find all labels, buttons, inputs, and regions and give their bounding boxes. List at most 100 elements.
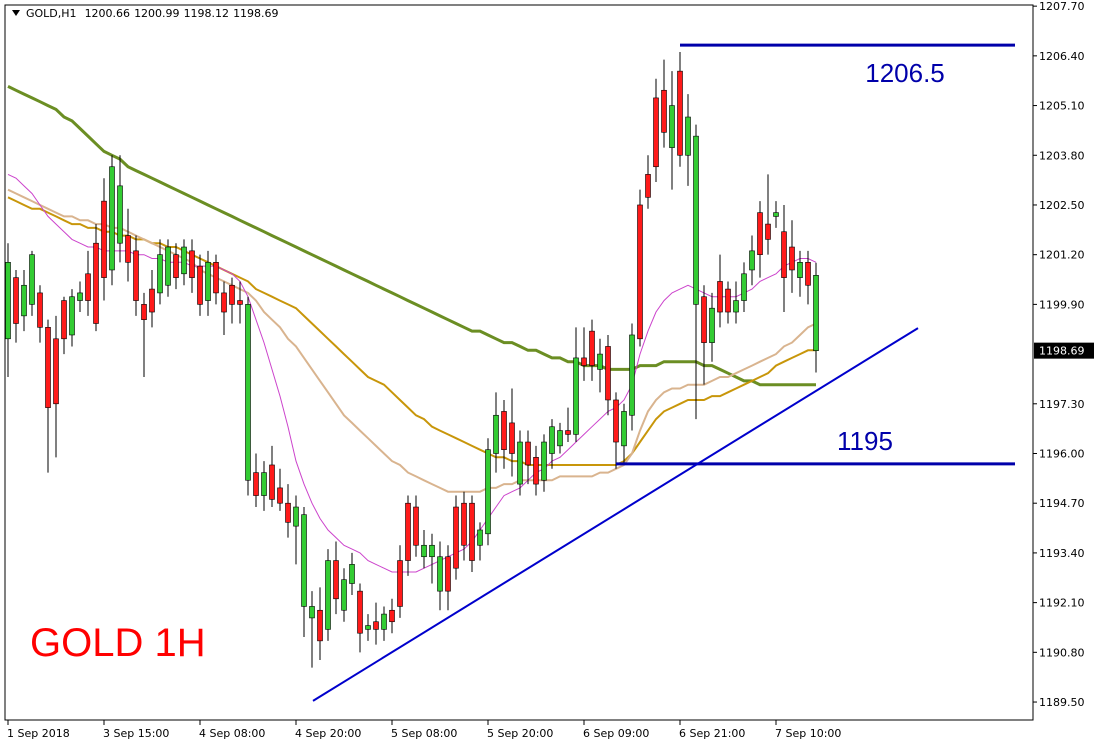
x-tick-label: 6 Sep 09:00 <box>583 727 649 740</box>
plot-frame <box>4 4 1034 721</box>
candle-body <box>621 411 627 447</box>
x-tick-label: 4 Sep 20:00 <box>295 727 361 740</box>
y-tick-label: 1193.40 <box>1039 547 1085 560</box>
candle-body <box>549 426 555 454</box>
header-high: 1200.99 <box>134 7 180 20</box>
candle-body <box>365 625 371 630</box>
candle-body <box>477 529 483 546</box>
x-tick-label: 3 Sep 15:00 <box>103 727 169 740</box>
candle-body <box>357 590 363 634</box>
candle-body <box>45 327 51 408</box>
x-tick-label: 1 Sep 2018 <box>7 727 70 740</box>
candle-body <box>29 254 35 305</box>
header-open: 1200.66 <box>85 7 131 20</box>
candle-body <box>221 292 227 313</box>
candle-body <box>197 265 203 305</box>
candle-body <box>149 288 155 313</box>
candle-body <box>333 560 339 600</box>
candle-body <box>69 296 75 336</box>
y-tick-label: 1201.20 <box>1039 249 1085 262</box>
candle-body <box>813 275 819 351</box>
candle-body <box>797 262 803 278</box>
candle-body <box>53 338 59 405</box>
x-tick-label: 6 Sep 21:00 <box>679 727 745 740</box>
candle-body <box>565 430 571 435</box>
candle-body <box>757 212 763 255</box>
last-price-label: 1198.69 <box>1039 345 1085 358</box>
candle-body <box>525 441 531 466</box>
candle-body <box>613 399 619 443</box>
y-tick-label: 1199.90 <box>1039 298 1085 311</box>
y-tick-label: 1203.80 <box>1039 149 1085 162</box>
y-tick-label: 1207.70 <box>1039 0 1085 13</box>
candle-body <box>725 288 731 313</box>
candle-body <box>117 185 123 244</box>
x-tick-label: 7 Sep 10:00 <box>775 727 841 740</box>
candle-body <box>101 200 107 278</box>
candle-body <box>405 502 411 561</box>
candle-body <box>189 250 195 278</box>
candle-body <box>13 277 19 324</box>
candle-body <box>229 284 235 305</box>
candle-body <box>309 606 315 619</box>
candle-body <box>381 613 387 630</box>
candle-body <box>573 357 579 435</box>
y-tick-label: 1194.70 <box>1039 497 1085 510</box>
candle-body <box>109 166 115 271</box>
candle-body <box>317 609 323 642</box>
candle-body <box>461 502 467 546</box>
y-tick-label: 1192.10 <box>1039 597 1085 610</box>
candle-body <box>773 212 779 217</box>
candle-body <box>629 334 635 416</box>
y-tick-label: 1202.50 <box>1039 199 1085 212</box>
candle-body <box>685 116 691 156</box>
candle-body <box>589 330 595 366</box>
menu-arrow[interactable] <box>12 10 20 16</box>
candle-body <box>181 246 187 275</box>
candle-body <box>253 472 259 496</box>
y-tick-label: 1205.10 <box>1039 100 1085 113</box>
candle-body <box>141 304 147 320</box>
candle-body <box>285 502 291 523</box>
candle-body <box>5 262 11 340</box>
candle-body <box>781 231 787 278</box>
candle-body <box>125 235 131 263</box>
candle-body <box>85 273 91 301</box>
candle-body <box>557 430 563 447</box>
candle-body <box>717 281 723 313</box>
candle-body <box>397 560 403 607</box>
candle-body <box>413 506 419 546</box>
candle-body <box>789 246 795 271</box>
chart-title: GOLD 1H <box>30 621 206 665</box>
y-tick-label: 1197.30 <box>1039 398 1085 411</box>
candle-body <box>245 304 251 481</box>
candle-body <box>269 464 275 500</box>
candle-body <box>597 353 603 370</box>
header: GOLD,H1 1200.66 1200.99 1198.12 1198.69 <box>26 7 279 20</box>
y-tick-label: 1189.50 <box>1039 696 1085 709</box>
candle-body <box>653 97 659 168</box>
candle-body <box>261 472 267 496</box>
candle-body <box>501 411 507 450</box>
candle-body <box>509 422 515 454</box>
candle-body <box>437 556 443 592</box>
candle-body <box>661 89 667 133</box>
candle-body <box>637 204 643 340</box>
level-label: 1206.5 <box>865 58 945 88</box>
moving-average <box>7 173 817 573</box>
candle-body <box>93 242 99 324</box>
candle-body <box>581 357 587 366</box>
candle-body <box>61 300 67 340</box>
candle-body <box>517 441 523 485</box>
candle-body <box>741 273 747 301</box>
candle-body <box>733 300 739 313</box>
candle-body <box>341 579 347 611</box>
moving-average <box>7 188 817 493</box>
candle-body <box>493 414 499 454</box>
candle-body <box>677 70 683 156</box>
candle-body <box>77 292 83 301</box>
candle-body <box>645 174 651 198</box>
candle-body <box>301 514 307 607</box>
candle-body <box>429 544 435 558</box>
